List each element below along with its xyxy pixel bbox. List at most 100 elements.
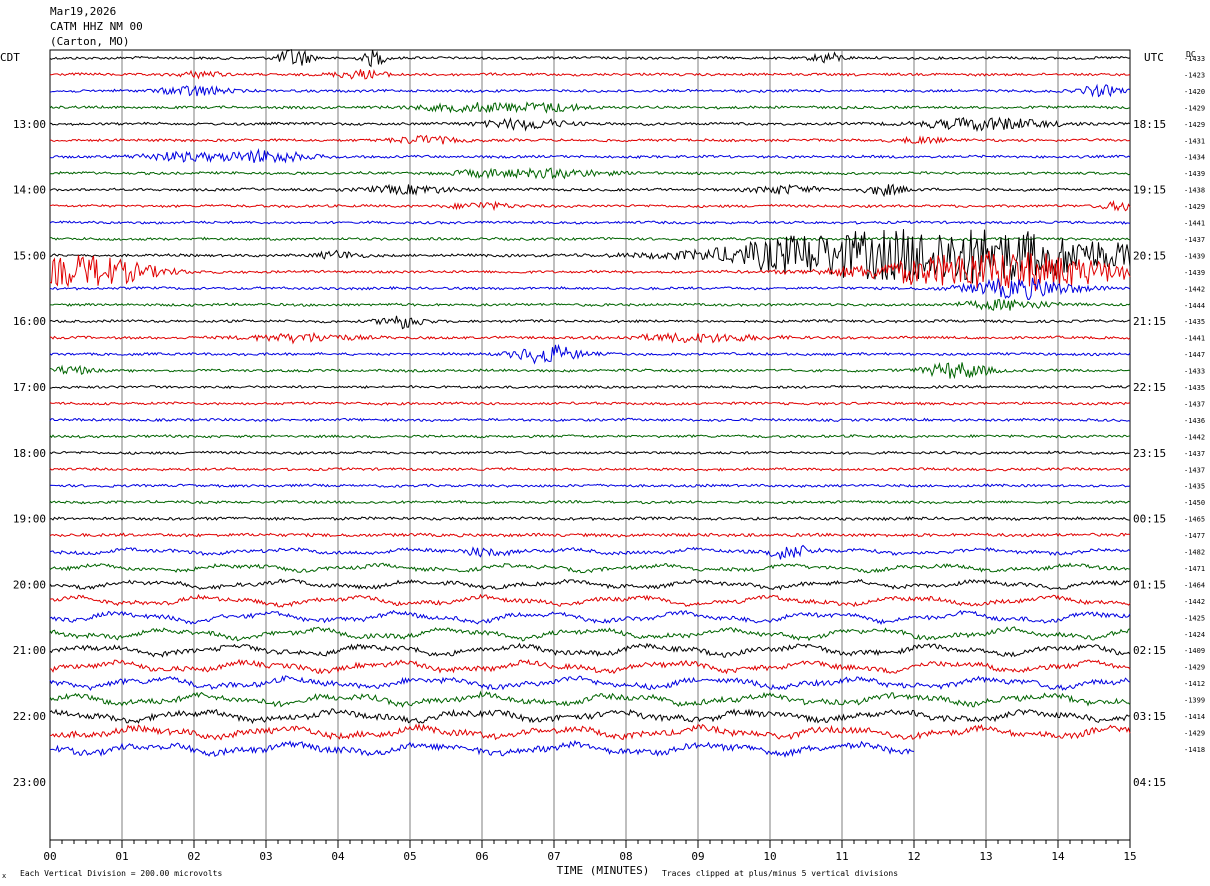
dc-offset-label: -1465 [1184,516,1205,524]
seismic-trace [49,658,1131,675]
dc-offset-label: -1442 [1184,433,1205,441]
left-time-label: 16:00 [13,315,46,328]
seismic-trace [49,642,1131,658]
seismic-trace [49,401,1131,406]
seismic-trace [49,116,1131,133]
seismic-trace [49,675,1131,691]
dc-title: DC [1186,50,1196,59]
x-tick-label: 08 [619,850,632,863]
seismic-trace [49,183,1131,198]
dc-offset-label: -1431 [1184,137,1205,145]
seismic-trace [49,562,1131,574]
x-tick-label: 15 [1123,850,1136,863]
seismic-trace [50,236,1131,242]
seismic-trace [49,101,1131,114]
dc-offset-label: -1437 [1184,236,1205,244]
dc-offset-label: -1450 [1184,499,1205,507]
seismic-trace [49,277,1131,301]
left-time-label: 17:00 [13,381,46,394]
dc-offset-label: -1429 [1184,203,1205,211]
header-station: CATM HHZ NM 00 [50,20,143,33]
seismic-trace [49,578,1131,591]
x-tick-label: 14 [1051,850,1065,863]
dc-offset-label: -1437 [1184,400,1205,408]
seismic-trace [49,83,1131,98]
right-axis-title: UTC [1144,51,1164,64]
x-tick-label: 06 [475,850,488,863]
seismic-trace [49,499,1131,505]
dc-offset-label: -1442 [1184,285,1205,293]
dc-offset-label: -1423 [1184,71,1205,79]
dc-offset-label: -1447 [1184,351,1205,359]
seismic-trace [49,433,1131,439]
seismic-trace [50,69,1131,80]
dc-offset-label: -1439 [1184,170,1205,178]
x-tick-label: 02 [187,850,200,863]
seismic-trace [49,315,1131,330]
seismic-trace [49,384,1131,390]
dc-offset-label: -1477 [1184,532,1205,540]
dc-offset-label: -1429 [1184,104,1205,112]
dc-offset-label: -1441 [1184,335,1205,343]
x-tick-label: 05 [403,850,416,863]
left-time-label: 19:00 [13,513,46,526]
x-tick-label: 00 [43,850,56,863]
header-location: (Carton, MO) [50,35,130,48]
dc-offset-label: -1434 [1184,154,1205,162]
dc-offset-label: -1437 [1184,466,1205,474]
dc-offset-label: -1409 [1184,647,1205,655]
x-tick-label: 01 [115,850,128,863]
right-time-label: 19:15 [1133,184,1166,197]
dc-offset-label: -1424 [1184,631,1205,639]
seismic-trace [49,544,1131,560]
dc-offset-label: -1437 [1184,450,1205,458]
dc-offset-label: -1464 [1184,581,1205,589]
right-time-label: 02:15 [1133,644,1166,657]
x-tick-label: 07 [547,850,560,863]
dc-offset-label: -1429 [1184,664,1205,672]
dc-offset-label: -1425 [1184,614,1205,622]
dc-offset-label: -1442 [1184,598,1205,606]
seismic-trace [49,250,1131,292]
dc-offset-label: -1441 [1184,220,1205,228]
footer-right-note: Traces clipped at plus/minus 5 vertical … [662,869,898,878]
x-tick-label: 11 [835,850,848,863]
dc-offset-label: -1439 [1184,252,1205,260]
x-tick-label: 03 [259,850,272,863]
seismic-trace [49,220,1131,225]
grid-lines [49,49,1131,848]
seismic-trace [49,723,1131,741]
right-time-label: 18:15 [1133,118,1166,131]
x-tick-label: 10 [763,850,776,863]
seismic-trace [49,331,1131,345]
left-time-label: 13:00 [13,118,46,131]
right-time-label: 03:15 [1133,710,1166,723]
dc-offset-label: -1439 [1184,269,1205,277]
dc-offset-label: -1429 [1184,121,1205,129]
seismic-trace [49,483,1131,489]
left-time-label: 18:00 [13,447,46,460]
seismic-trace [49,49,1131,68]
dc-offset-label: -1435 [1184,318,1205,326]
seismic-trace [49,147,1131,164]
x-tick-label: 12 [907,850,920,863]
seismic-trace [49,417,1131,423]
seismic-trace [49,362,1131,380]
seismic-trace [50,516,1131,522]
seismic-trace [49,690,1131,708]
seismic-trace [49,626,1131,642]
seismic-trace [49,708,1131,725]
left-time-label: 23:00 [13,776,46,789]
dc-offset-label: -1420 [1184,88,1205,96]
dc-offset-label: -1435 [1184,483,1205,491]
axis-labels: 00 01 02 03 04 05 06 07 08 09 10 11 12 13 14 15 CDT UTC DC… [0,50,1205,880]
dc-offset-label: -1418 [1184,746,1205,754]
dc-offset-label: -1433 [1184,368,1205,376]
seismic-traces [49,49,1131,758]
seismic-trace [49,167,1131,180]
right-time-label: 04:15 [1133,776,1166,789]
left-time-label: 15:00 [13,249,46,262]
seismic-trace [49,609,1131,625]
left-time-label: 20:00 [13,578,46,591]
